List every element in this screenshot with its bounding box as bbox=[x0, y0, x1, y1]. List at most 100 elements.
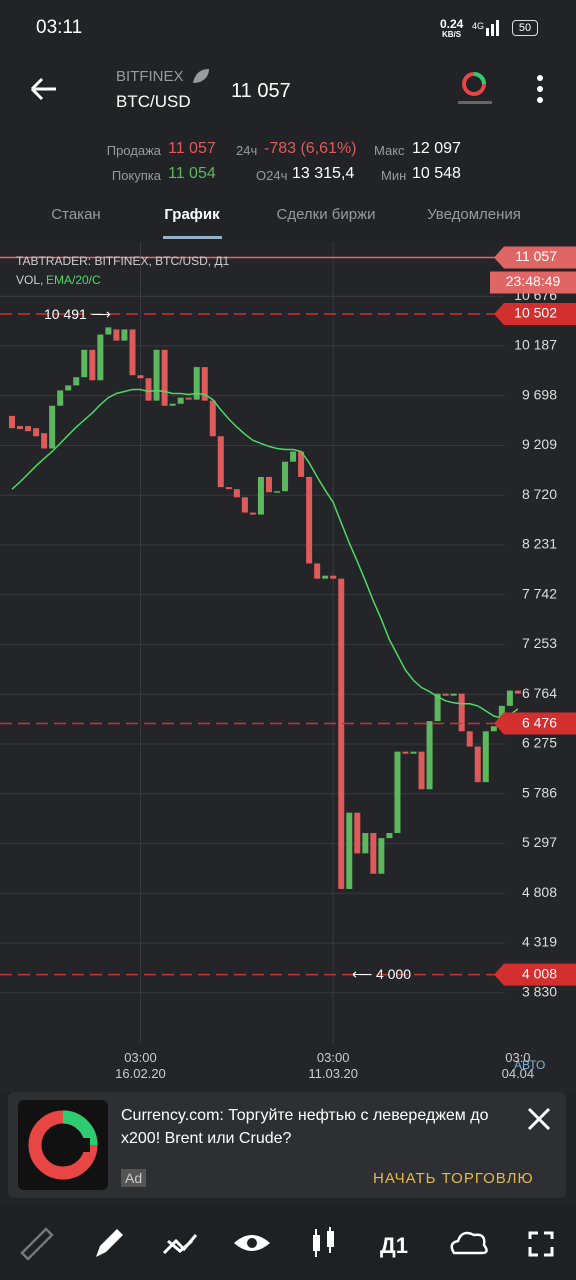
candle-body bbox=[241, 497, 248, 513]
chart-bg bbox=[0, 242, 576, 1092]
y-tick-label: 8 231 bbox=[522, 536, 557, 552]
candle-body bbox=[482, 731, 489, 783]
visibility-tool[interactable] bbox=[234, 1235, 270, 1251]
candle-body bbox=[89, 349, 96, 381]
candle-body bbox=[33, 428, 40, 437]
candle-body bbox=[346, 812, 353, 889]
signal-icons: 4G bbox=[472, 20, 499, 36]
status-time: 03:11 bbox=[36, 17, 83, 38]
chart: 3 830 4 319 4 808 5 297 5 786 6 275 6 764 7 253… bbox=[0, 242, 576, 1092]
candle-body bbox=[81, 349, 88, 378]
candle-body bbox=[466, 731, 473, 747]
ad-button[interactable]: НАЧАТЬ ТОРГОВЛЮ bbox=[373, 1170, 534, 1187]
sell-price: 11 057 bbox=[168, 140, 216, 157]
candle-body bbox=[25, 426, 32, 432]
candle-body bbox=[274, 491, 281, 493]
buy-price: 11 054 bbox=[168, 165, 216, 182]
back-button[interactable] bbox=[28, 74, 60, 104]
candle-body bbox=[506, 690, 513, 706]
change-label: 24ч bbox=[236, 143, 258, 158]
x-tick-label: 03:00 11.03.20 bbox=[308, 1050, 359, 1081]
candle-body bbox=[386, 833, 393, 839]
y-tick-label: 4 319 bbox=[522, 934, 557, 950]
y-tick-label: 5 786 bbox=[522, 784, 557, 800]
pair-name: BTC/USD bbox=[116, 92, 191, 111]
draw-tool[interactable] bbox=[96, 1229, 123, 1257]
ad-close[interactable] bbox=[526, 1106, 552, 1132]
candle-body bbox=[41, 433, 48, 449]
candle-body bbox=[177, 397, 184, 404]
candle-body bbox=[434, 693, 441, 722]
chart-type-tool[interactable] bbox=[313, 1227, 334, 1257]
candle-body bbox=[65, 385, 72, 391]
ema-label: EMA/20/C bbox=[46, 273, 101, 287]
candle-body bbox=[354, 812, 361, 854]
candle-body bbox=[418, 751, 425, 790]
broker-logo[interactable] bbox=[456, 70, 496, 110]
price-tag-label: 11 057 bbox=[515, 248, 557, 264]
candle-body bbox=[49, 405, 56, 449]
tab[interactable]: Уведомления bbox=[427, 206, 521, 223]
timeframe[interactable]: Д1 bbox=[380, 1233, 408, 1258]
tab-active[interactable]: График bbox=[164, 206, 220, 223]
candle-body bbox=[97, 334, 104, 381]
y-tick-label: 8 720 bbox=[522, 486, 557, 502]
candle-body bbox=[450, 693, 457, 696]
candle-body bbox=[113, 329, 120, 341]
volume: 13 315,4 bbox=[292, 165, 355, 182]
fullscreen-tool[interactable] bbox=[528, 1231, 554, 1257]
candle-body bbox=[121, 329, 128, 341]
candle-body bbox=[169, 403, 176, 406]
countdown-tag bbox=[490, 271, 576, 294]
candle-body bbox=[17, 426, 24, 430]
candle-body bbox=[442, 693, 449, 696]
price-tag bbox=[494, 246, 576, 269]
cloud-tool[interactable] bbox=[450, 1231, 488, 1255]
ema-line bbox=[11, 388, 519, 719]
ruler-tool[interactable] bbox=[20, 1227, 54, 1261]
candle-body bbox=[410, 751, 417, 754]
candle-body bbox=[233, 489, 240, 498]
toolbar: Д1 bbox=[0, 1205, 576, 1280]
candle-body bbox=[306, 476, 313, 564]
chart-area[interactable]: 3 830 4 319 4 808 5 297 5 786 6 275 6 764 7 253… bbox=[0, 242, 576, 1092]
candle-body bbox=[217, 436, 224, 488]
price-tag bbox=[494, 712, 576, 735]
menu-button[interactable] bbox=[532, 72, 548, 108]
high-label: Макс bbox=[374, 143, 405, 158]
low: 10 548 bbox=[412, 165, 461, 182]
candle-body bbox=[370, 833, 377, 874]
price-tag bbox=[494, 302, 576, 325]
tab[interactable]: Сделки биржи bbox=[276, 206, 376, 223]
candle-body bbox=[9, 415, 16, 429]
candle-body bbox=[394, 751, 401, 834]
candle-body bbox=[338, 578, 345, 889]
candle-body bbox=[314, 563, 321, 579]
candle-body bbox=[161, 349, 168, 406]
candle-body bbox=[402, 751, 409, 754]
candle-body bbox=[153, 349, 160, 401]
candle-body bbox=[201, 367, 208, 401]
price-tag bbox=[494, 963, 576, 986]
last-price: 11 057 bbox=[231, 80, 291, 102]
candle-body bbox=[514, 690, 521, 694]
y-tick-label: 10 187 bbox=[514, 337, 557, 353]
candle-body bbox=[249, 512, 256, 515]
auto-scale[interactable]: АВТО bbox=[514, 1058, 545, 1072]
candle-body bbox=[330, 575, 337, 579]
min-marker: ⟵ 4 000 bbox=[352, 966, 411, 982]
x-tick-label: 03:00 16.02.20 bbox=[115, 1050, 166, 1081]
y-tick-label: 7 742 bbox=[522, 585, 557, 601]
indicator-tool[interactable] bbox=[162, 1234, 198, 1255]
y-tick-label: 9 209 bbox=[522, 436, 557, 452]
tab[interactable]: Стакан bbox=[51, 206, 101, 223]
ad-title: Currency.com: Торгуйте нефтью с левередж… bbox=[121, 1107, 489, 1147]
y-tick-label: 7 253 bbox=[522, 635, 557, 651]
low-label: Мин bbox=[381, 168, 407, 183]
candle-body bbox=[129, 329, 136, 376]
candle-body bbox=[426, 721, 433, 790]
candle-body bbox=[362, 833, 369, 854]
candle-body bbox=[458, 693, 465, 732]
candle-body bbox=[185, 397, 192, 400]
